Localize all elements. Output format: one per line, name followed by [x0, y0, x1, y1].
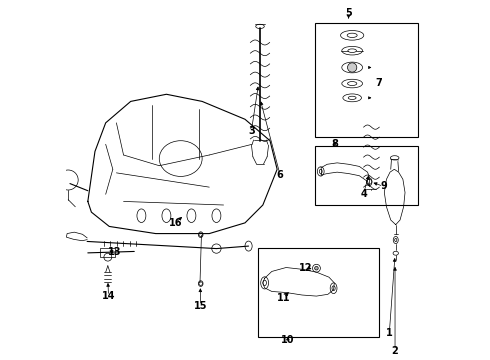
Bar	[100, 248, 115, 257]
Bar	[258, 248, 379, 337]
Text: 11: 11	[277, 293, 291, 303]
Text: 10: 10	[281, 335, 294, 345]
Bar	[315, 23, 417, 137]
Text: 6: 6	[277, 170, 283, 180]
Text: 2: 2	[392, 346, 398, 356]
Text: 9: 9	[380, 181, 387, 192]
Text: 12: 12	[299, 262, 313, 273]
Text: 16: 16	[169, 218, 182, 228]
Circle shape	[315, 266, 318, 270]
Text: 1: 1	[386, 328, 392, 338]
Text: 13: 13	[107, 247, 121, 257]
Text: 7: 7	[375, 78, 382, 88]
Text: 15: 15	[194, 301, 207, 311]
Text: 5: 5	[345, 8, 352, 18]
Text: 14: 14	[102, 291, 115, 301]
Bar	[315, 146, 417, 205]
Text: 3: 3	[248, 126, 255, 136]
Text: 8: 8	[332, 139, 339, 149]
Text: 4: 4	[360, 189, 367, 199]
Circle shape	[347, 63, 357, 72]
